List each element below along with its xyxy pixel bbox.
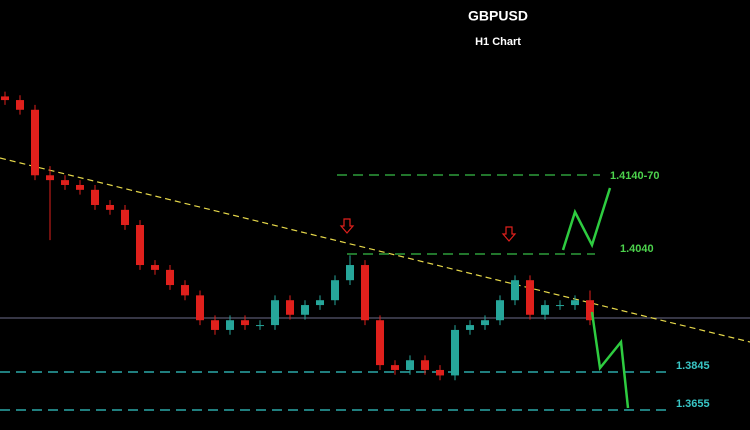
candle-body [391,365,399,370]
candle-body [511,280,519,301]
candle-body [271,300,279,326]
candle-body [1,96,9,101]
candle-body [136,225,144,266]
candle-body [316,300,324,306]
candle-body [361,265,369,321]
candle-body [421,360,429,370]
candle-body [331,280,339,301]
candle-body [526,280,534,315]
down-arrow [339,218,355,234]
candle-body [16,100,24,110]
level-label: 1.4140-70 [610,170,660,182]
candle-body [496,300,504,321]
candle-body [181,285,189,296]
candle-body [346,265,354,281]
candles [1,91,594,381]
candle-body [406,360,414,370]
candle-body [286,300,294,315]
candle-body [31,109,39,176]
down-arrow [501,226,517,242]
candle-body [301,305,309,315]
level-label: 1.3845 [676,360,710,372]
candle-body [166,269,174,286]
trend-line [0,157,750,343]
candle-body [256,325,264,327]
level-label: 1.4040 [620,243,654,255]
candle-body [586,300,594,321]
candle-body [91,189,99,205]
candle-body [436,369,444,376]
candle-body [61,180,69,185]
candle-body [151,265,159,270]
candle-body [46,175,54,181]
candle-body [196,295,204,321]
candle-body [76,184,84,190]
projection-down [590,311,630,409]
candle-body [466,325,474,330]
candle-body [541,305,549,315]
candle-body [226,320,234,330]
candle-body [481,320,489,326]
candle-body [571,300,579,306]
chart-title: GBPUSD [468,8,528,24]
candle-body [556,305,564,307]
chart-subtitle: H1 Chart [475,36,521,48]
candle-body [376,320,384,366]
candle-body [106,204,114,210]
level-label: 1.3655 [676,398,710,410]
candle-body [241,320,249,326]
projection-up [561,187,612,251]
candle-body [211,320,219,330]
candle-body [121,209,129,226]
candle-body [451,329,459,376]
